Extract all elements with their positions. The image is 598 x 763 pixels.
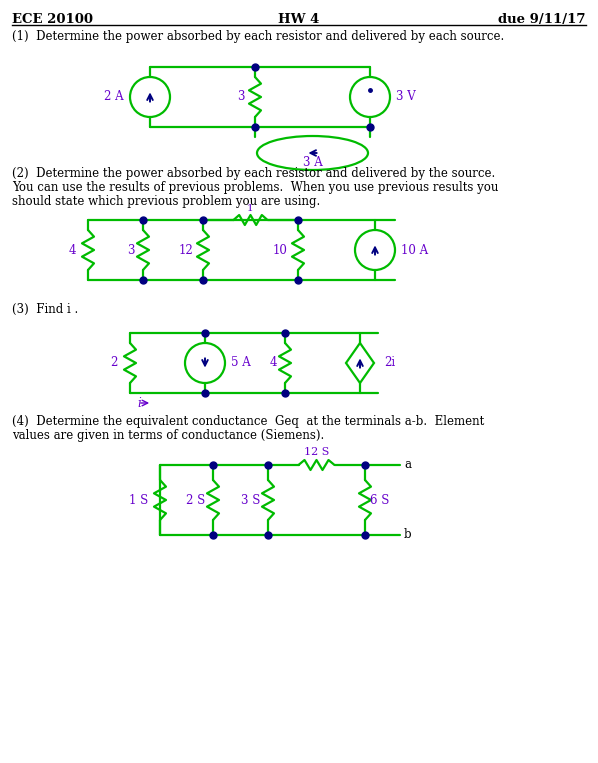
Text: 3 S: 3 S [240, 494, 260, 507]
Text: 1: 1 [247, 204, 254, 213]
Text: 2 A: 2 A [105, 91, 124, 104]
Text: due 9/11/17: due 9/11/17 [499, 13, 586, 26]
Text: (1)  Determine the power absorbed by each resistor and delivered by each source.: (1) Determine the power absorbed by each… [12, 30, 504, 43]
Text: 4: 4 [69, 243, 76, 256]
Text: 10 A: 10 A [401, 243, 428, 256]
Text: 12: 12 [178, 243, 193, 256]
Text: 6 S: 6 S [370, 494, 389, 507]
Text: (4)  Determine the equivalent conductance  Geq  at the terminals a-b.  Element: (4) Determine the equivalent conductance… [12, 415, 484, 428]
Text: 5 A: 5 A [231, 356, 251, 369]
Text: i: i [137, 397, 141, 410]
Text: 2: 2 [111, 356, 118, 369]
Text: 2 S: 2 S [186, 494, 205, 507]
Text: ECE 20100: ECE 20100 [12, 13, 93, 26]
Text: 2i: 2i [384, 356, 395, 369]
Text: 1 S: 1 S [129, 494, 148, 507]
Text: b: b [404, 529, 411, 542]
Text: 4: 4 [270, 356, 277, 369]
Text: (3)  Find i .: (3) Find i . [12, 303, 78, 316]
Text: 3 V: 3 V [396, 91, 416, 104]
Text: a: a [404, 459, 411, 472]
Text: should state which previous problem you are using.: should state which previous problem you … [12, 195, 321, 208]
Text: 10: 10 [273, 243, 288, 256]
Text: You can use the results of previous problems.  When you use previous results you: You can use the results of previous prob… [12, 181, 498, 194]
Text: 3 A: 3 A [303, 156, 322, 169]
Text: 3: 3 [127, 243, 135, 256]
Text: 12 S: 12 S [304, 447, 329, 457]
Text: HW 4: HW 4 [278, 13, 320, 26]
Text: 3: 3 [237, 91, 245, 104]
Text: values are given in terms of conductance (Siemens).: values are given in terms of conductance… [12, 429, 324, 442]
Text: (2)  Determine the power absorbed by each resistor and delivered by the source.: (2) Determine the power absorbed by each… [12, 167, 495, 180]
